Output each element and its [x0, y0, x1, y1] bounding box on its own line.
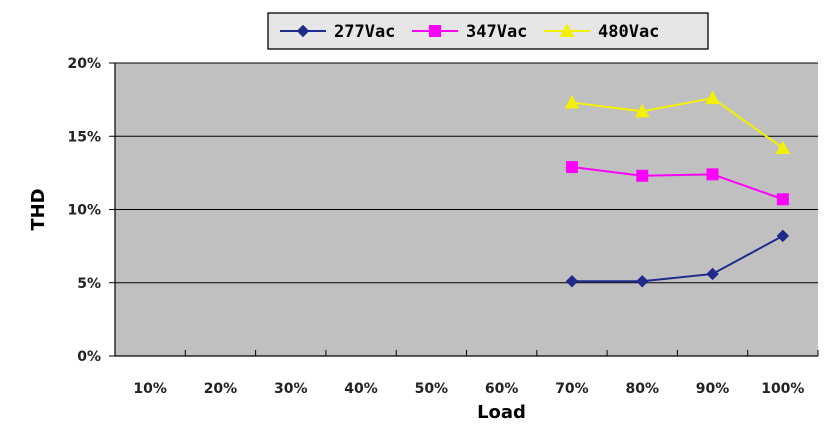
- legend-box: [267, 12, 709, 50]
- marker-diamond: [706, 267, 719, 281]
- series-line: [571, 97, 784, 149]
- series-277Vac: [565, 229, 790, 288]
- legend-label: 347Vac: [466, 22, 527, 42]
- axes: 0% 5% 10% 15% 20% 10% 20% 30% 40% 50% 60% 70% 80% 90%…: [67, 56, 819, 397]
- series-480Vac: [564, 90, 791, 154]
- y-axis-title: THD: [28, 188, 49, 230]
- x-tick-label: 20%: [204, 381, 238, 397]
- x-tick-label: 70%: [555, 381, 589, 397]
- marker-diamond: [636, 275, 649, 288]
- marker-diamond: [565, 275, 579, 288]
- x-tick-label: 80%: [625, 381, 659, 397]
- marker-triangle: [775, 140, 791, 154]
- marker-square: [429, 25, 441, 37]
- x-tick-label: 10%: [133, 381, 167, 397]
- y-tick-label: 20%: [67, 56, 101, 72]
- marker-square: [706, 168, 719, 181]
- series-line: [571, 234, 784, 283]
- marker-diamond: [776, 229, 790, 243]
- legend-item: 347Vac: [412, 22, 527, 42]
- marker-square: [636, 169, 649, 182]
- series-line: [571, 166, 784, 201]
- legend: 277Vac 347Vac 480Vac: [267, 12, 709, 50]
- x-tick-label: 60%: [485, 381, 519, 397]
- x-axis-title: Load: [477, 402, 526, 423]
- legend-item: 277Vac: [280, 22, 395, 42]
- y-tick-label: 15%: [67, 129, 101, 145]
- marker-square: [776, 193, 789, 206]
- gridlines: [115, 62, 818, 284]
- marker-triangle: [634, 103, 650, 118]
- y-tick-label: 5%: [77, 276, 101, 292]
- x-tick-label: 40%: [344, 381, 378, 397]
- x-tick-label: 50%: [415, 381, 449, 397]
- x-tick-label: 90%: [696, 381, 730, 397]
- series-347Vac: [565, 161, 789, 206]
- marker-triangle: [564, 95, 580, 109]
- series-layer: [564, 90, 791, 288]
- legend-item: 480Vac: [544, 22, 659, 42]
- x-tick-label: 30%: [274, 381, 308, 397]
- marker-triangle: [559, 23, 575, 37]
- y-tick-label: 0%: [77, 349, 101, 365]
- legend-label: 480Vac: [598, 22, 659, 42]
- legend-label: 277Vac: [334, 22, 395, 42]
- marker-triangle: [705, 90, 720, 105]
- marker-diamond: [296, 24, 310, 38]
- y-tick-label: 10%: [67, 203, 101, 219]
- x-tick-label: 100%: [761, 381, 804, 397]
- marker-square: [565, 161, 578, 174]
